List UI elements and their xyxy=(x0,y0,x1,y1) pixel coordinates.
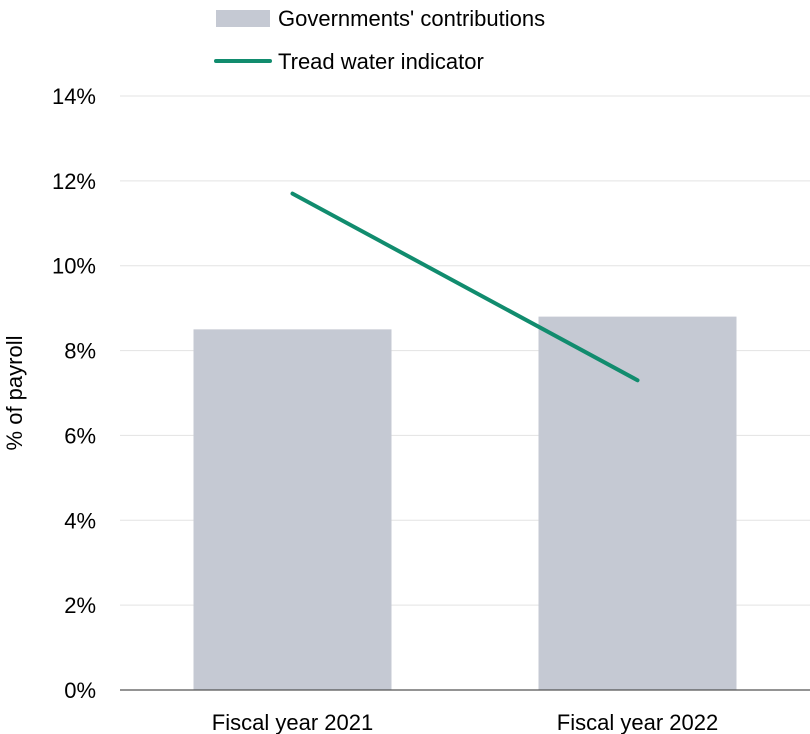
y-tick-label: 12% xyxy=(52,169,96,194)
y-tick-label: 8% xyxy=(64,339,96,364)
y-axis-title: % of payroll xyxy=(2,336,27,451)
bar xyxy=(538,316,737,690)
y-tick-label: 14% xyxy=(52,84,96,109)
y-tick-label: 4% xyxy=(64,508,96,533)
bar xyxy=(193,329,392,690)
tread-water-line xyxy=(290,191,640,383)
y-tick-label: 10% xyxy=(52,254,96,279)
legend-label-line: Tread water indicator xyxy=(278,49,484,74)
x-tick-label: Fiscal year 2022 xyxy=(557,710,718,734)
legend-label-bar: Governments' contributions xyxy=(278,6,545,31)
bars xyxy=(193,316,737,690)
y-tick-label: 2% xyxy=(64,593,96,618)
x-tick-label: Fiscal year 2021 xyxy=(212,710,373,734)
legend-swatch-bar xyxy=(216,10,270,27)
y-tick-label: 6% xyxy=(64,423,96,448)
axes: 0% 2% 4% 6% 8% 10% 12% 14% Fiscal year 2021 Fisca… xyxy=(2,84,810,734)
line-series xyxy=(290,191,640,383)
y-tick-label: 0% xyxy=(64,678,96,703)
legend: Governments' contributions Tread water in… xyxy=(214,6,545,74)
